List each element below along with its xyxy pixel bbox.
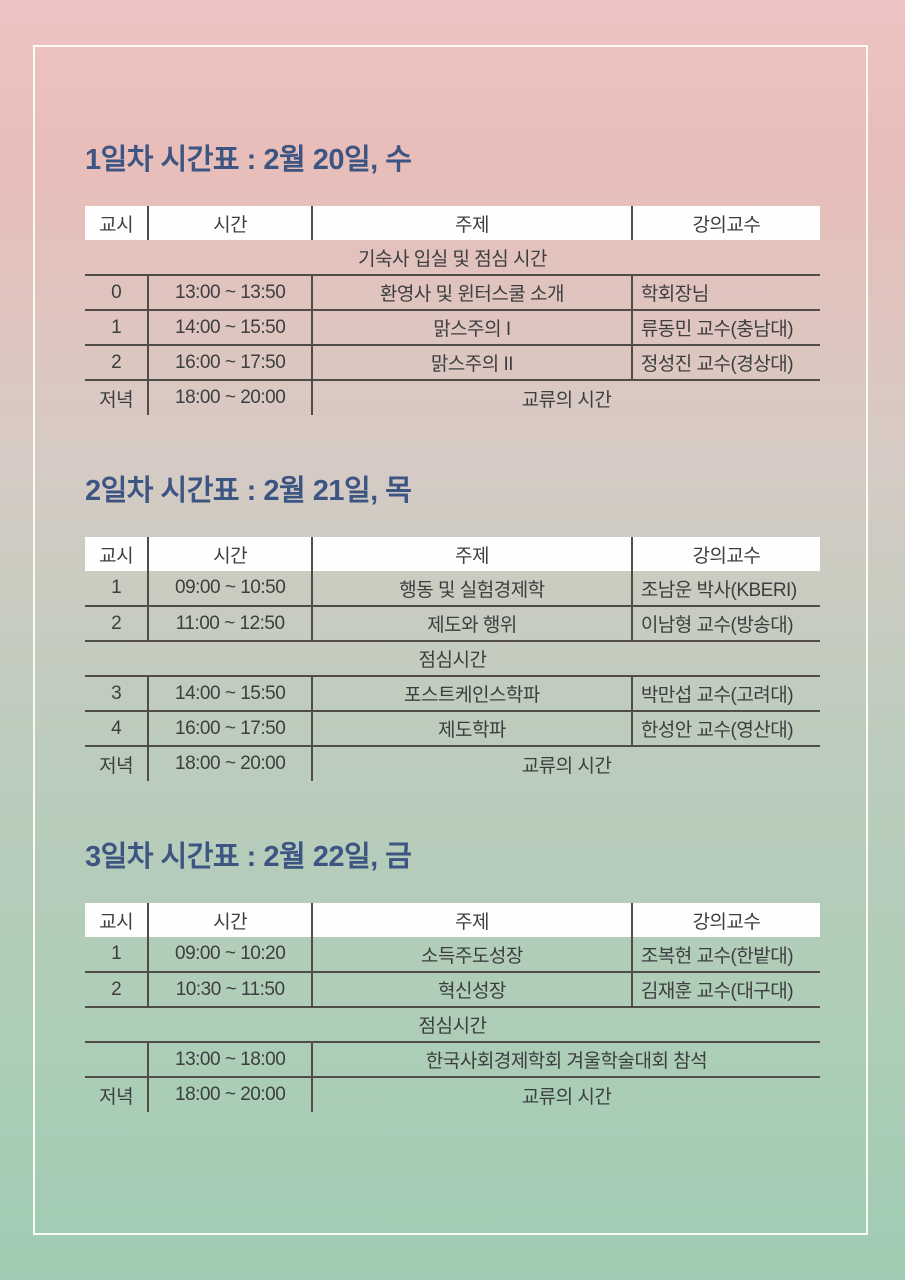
lecturer-cell: 한성안 교수(영산대) [630,711,820,747]
time-cell: 18:00 ~ 20:00 [147,1077,313,1112]
time-cell: 11:00 ~ 12:50 [147,606,313,642]
lecturer-cell: 김재훈 교수(대구대) [630,972,820,1008]
period-cell: 1 [85,571,149,607]
header-cell-time: 시간 [147,903,313,937]
table-row: 0 13:00 ~ 13:50 환영사 및 윈터스쿨 소개 학회장님 [85,275,820,311]
lecturer-cell: 조복현 교수(한밭대) [630,937,820,973]
table-row: 2 11:00 ~ 12:50 제도와 행위 이남형 교수(방송대) [85,606,820,642]
header-cell-time: 시간 [147,537,313,571]
topic-cell: 맑스주의 I [311,310,632,346]
day2-section: 2일차 시간표 : 2월 21일, 목 교시 시간 주제 강의교수 1 09:0… [85,477,820,781]
period-cell: 저녁 [99,755,134,777]
lecturer-cell: 조남운 박사(KBERI) [630,571,820,607]
table-row: 1 09:00 ~ 10:50 행동 및 실험경제학 조남운 박사(KBERI) [85,571,820,607]
table-row: 저녁 18:00 ~ 20:00 교류의 시간 [85,380,820,415]
table-row: 4 16:00 ~ 17:50 제도학파 한성안 교수(영산대) [85,711,820,747]
header-cell-topic: 주제 [311,903,632,937]
time-cell: 16:00 ~ 17:50 [147,711,313,747]
period-cell: 1 [85,310,149,346]
topic-cell: 교류의 시간 [311,380,820,415]
header-cell-topic: 주제 [311,537,632,571]
table-row: 1 09:00 ~ 10:20 소득주도성장 조복현 교수(한밭대) [85,937,820,973]
period-cell: 2 [85,972,149,1008]
span-cell: 점심시간 [85,641,820,677]
table-row: 3 14:00 ~ 15:50 포스트케인스학파 박만섭 교수(고려대) [85,676,820,712]
topic-cell: 행동 및 실험경제학 [311,571,632,607]
header-cell-time: 시간 [147,206,313,240]
day1-timetable: 교시 시간 주제 강의교수 기숙사 입실 및 점심 시간 0 13:00 ~ 1… [85,206,820,415]
time-cell: 10:30 ~ 11:50 [147,972,313,1008]
lecturer-cell: 정성진 교수(경상대) [630,345,820,381]
table-row: 13:00 ~ 18:00 한국사회경제학회 겨울학술대회 참석 [85,1042,820,1078]
table-header-row: 교시 시간 주제 강의교수 [85,537,820,571]
lecturer-cell: 학회장님 [630,275,820,311]
table-row: 저녁 18:00 ~ 20:00 교류의 시간 [85,1077,820,1112]
table-row: 기숙사 입실 및 점심 시간 [85,240,820,276]
day1-title: 1일차 시간표 : 2월 20일, 수 [85,144,412,176]
header-cell-lecturer: 강의교수 [630,537,820,571]
time-cell: 09:00 ~ 10:50 [147,571,313,607]
header-cell-lecturer: 강의교수 [630,206,820,240]
period-cell: 저녁 [99,1086,134,1108]
day3-title: 3일차 시간표 : 2월 22일, 금 [85,841,412,873]
day3-section: 3일차 시간표 : 2월 22일, 금 교시 시간 주제 강의교수 1 09:0… [85,843,820,1112]
time-cell: 16:00 ~ 17:50 [147,345,313,381]
table-header-row: 교시 시간 주제 강의교수 [85,206,820,240]
time-cell: 13:00 ~ 18:00 [147,1042,313,1078]
table-row: 저녁 18:00 ~ 20:00 교류의 시간 [85,746,820,781]
topic-cell: 한국사회경제학회 겨울학술대회 참석 [311,1042,820,1078]
time-cell: 14:00 ~ 15:50 [147,310,313,346]
period-cell: 1 [85,937,149,973]
header-cell-lecturer: 강의교수 [630,903,820,937]
period-cell: 2 [85,606,149,642]
topic-cell: 제도학파 [311,711,632,747]
header-cell-period: 교시 [85,537,149,571]
table-row: 1 14:00 ~ 15:50 맑스주의 I 류동민 교수(충남대) [85,310,820,346]
lecturer-cell: 박만섭 교수(고려대) [630,676,820,712]
topic-cell: 포스트케인스학파 [311,676,632,712]
time-cell: 09:00 ~ 10:20 [147,937,313,973]
day3-timetable: 교시 시간 주제 강의교수 1 09:00 ~ 10:20 소득주도성장 조복현… [85,903,820,1112]
topic-cell: 교류의 시간 [311,746,820,781]
time-cell: 13:00 ~ 13:50 [147,275,313,311]
span-cell: 점심시간 [85,1007,820,1043]
time-cell: 18:00 ~ 20:00 [147,380,313,415]
table-row: 2 16:00 ~ 17:50 맑스주의 II 정성진 교수(경상대) [85,345,820,381]
period-cell: 0 [85,275,149,311]
topic-cell: 혁신성장 [311,972,632,1008]
period-cell: 2 [85,345,149,381]
page-content: 1일차 시간표 : 2월 20일, 수 교시 시간 주제 강의교수 기숙사 입실… [85,0,820,1174]
topic-cell: 소득주도성장 [311,937,632,973]
topic-cell: 제도와 행위 [311,606,632,642]
day1-section: 1일차 시간표 : 2월 20일, 수 교시 시간 주제 강의교수 기숙사 입실… [85,146,820,415]
header-cell-period: 교시 [85,206,149,240]
period-cell: 4 [85,711,149,747]
header-cell-period: 교시 [85,903,149,937]
lecturer-cell: 이남형 교수(방송대) [630,606,820,642]
table-header-row: 교시 시간 주제 강의교수 [85,903,820,937]
span-cell: 기숙사 입실 및 점심 시간 [85,240,820,276]
topic-cell: 환영사 및 윈터스쿨 소개 [311,275,632,311]
period-cell: 3 [85,676,149,712]
lecturer-cell: 류동민 교수(충남대) [630,310,820,346]
topic-cell: 맑스주의 II [311,345,632,381]
header-cell-topic: 주제 [311,206,632,240]
day2-timetable: 교시 시간 주제 강의교수 1 09:00 ~ 10:50 행동 및 실험경제학… [85,537,820,781]
period-cell: 저녁 [99,389,134,411]
time-cell: 14:00 ~ 15:50 [147,676,313,712]
topic-cell: 교류의 시간 [311,1077,820,1112]
period-cell [85,1042,149,1078]
day2-title: 2일차 시간표 : 2월 21일, 목 [85,475,412,507]
table-row: 점심시간 [85,1007,820,1043]
table-row: 2 10:30 ~ 11:50 혁신성장 김재훈 교수(대구대) [85,972,820,1008]
time-cell: 18:00 ~ 20:00 [147,746,313,781]
table-row: 점심시간 [85,641,820,677]
